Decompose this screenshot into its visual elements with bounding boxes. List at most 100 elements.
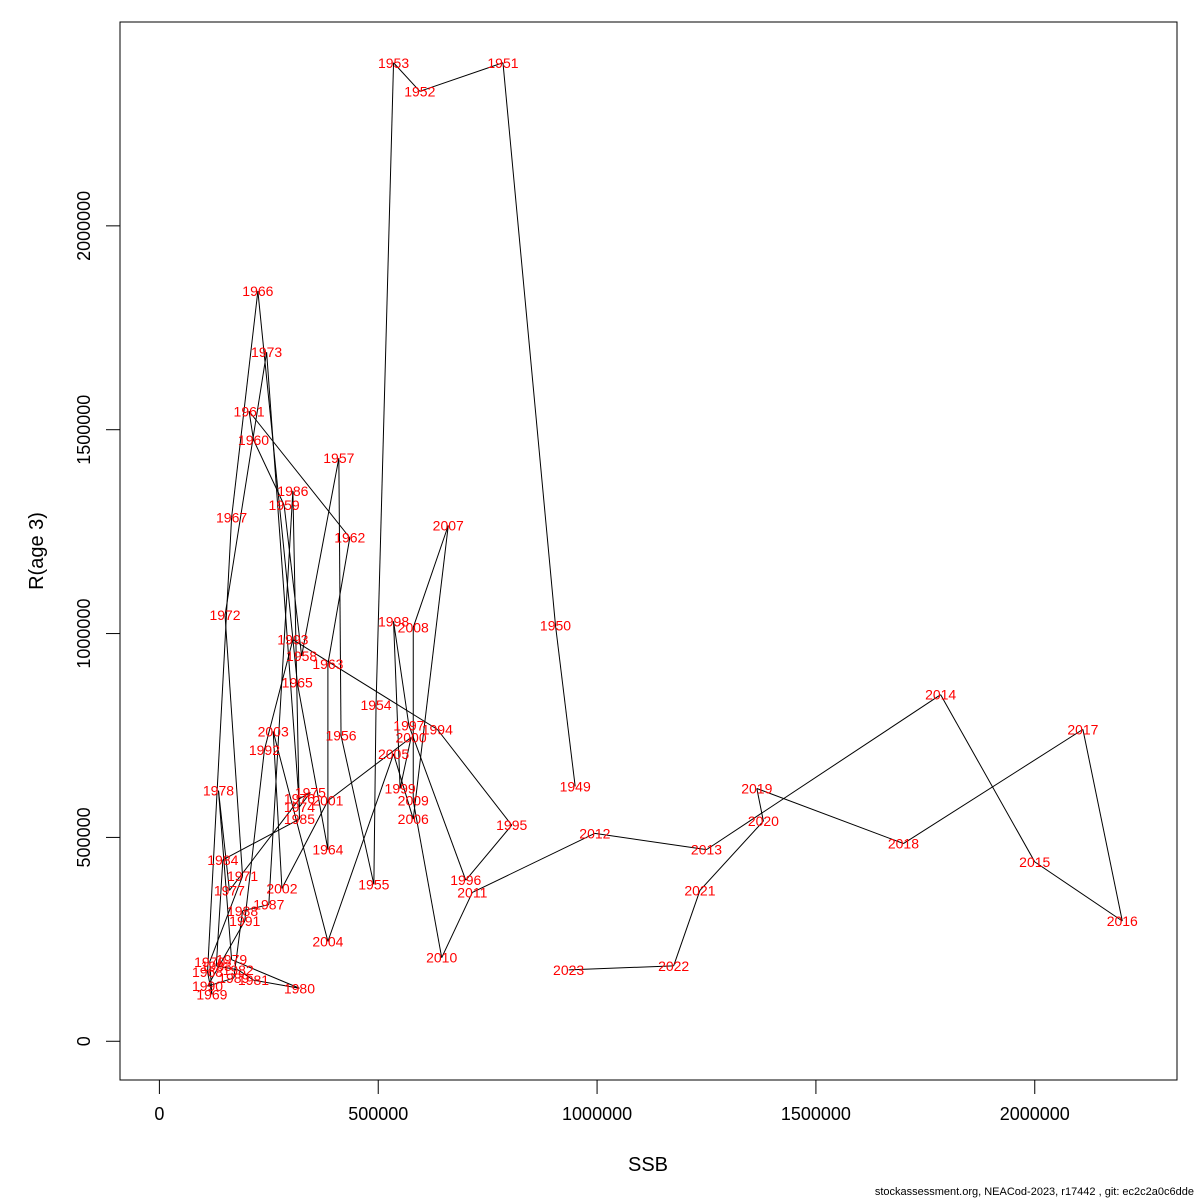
series-segment — [393, 62, 421, 92]
footer-credit: stockassessment.org, NEACod-2023, r17442… — [875, 1186, 1194, 1198]
series-segment — [217, 790, 230, 891]
point-label-1977: 1977 — [214, 882, 245, 898]
point-label-1978: 1978 — [203, 783, 234, 799]
point-label-1967: 1967 — [216, 509, 247, 525]
series-segment — [253, 979, 300, 989]
point-label-1957: 1957 — [323, 450, 354, 466]
point-label-1987: 1987 — [253, 897, 284, 913]
series-segment — [248, 411, 254, 440]
series-segment — [903, 728, 1084, 844]
point-label-1982: 1982 — [223, 962, 254, 978]
point-labels: 1949 1950 1951 1952 1953 1954 1955 1956 1957 1958… — [192, 55, 1138, 1003]
x-tick-label: 2000000 — [1000, 1104, 1070, 1124]
point-label-1971: 1971 — [227, 868, 258, 884]
series-segment — [327, 737, 412, 802]
point-label-1986: 1986 — [277, 483, 308, 499]
point-label-1966: 1966 — [242, 283, 273, 299]
series-segment — [393, 621, 401, 789]
y-tick-label: 0 — [74, 1036, 94, 1046]
point-label-1992: 1992 — [249, 742, 280, 758]
point-label-2002: 2002 — [266, 880, 297, 896]
series-segment — [268, 490, 294, 905]
x-axis-title: SSB — [628, 1154, 668, 1176]
series-segment — [272, 731, 283, 889]
point-label-1999: 1999 — [385, 780, 416, 796]
series-segment — [272, 731, 329, 942]
point-label-1989: 1989 — [218, 970, 249, 986]
series-segment — [419, 62, 504, 92]
series-segment — [229, 798, 300, 891]
series-segment — [472, 832, 596, 893]
point-label-2009: 2009 — [398, 793, 429, 809]
point-label-1974: 1974 — [284, 799, 315, 815]
series-segment — [207, 920, 246, 987]
series-segment — [301, 458, 340, 657]
point-label-2017: 2017 — [1067, 721, 1098, 737]
series-segment — [215, 859, 224, 966]
series-segment — [283, 505, 303, 657]
series-segment — [263, 639, 294, 750]
y-tick-label: 2000000 — [74, 191, 94, 261]
point-label-2008: 2008 — [398, 619, 429, 635]
point-label-1993: 1993 — [277, 632, 308, 648]
point-label-2018: 2018 — [888, 836, 919, 852]
series-segment — [233, 910, 244, 979]
point-label-2014: 2014 — [925, 687, 956, 703]
point-label-1998: 1998 — [378, 613, 409, 629]
series-segment — [756, 788, 764, 822]
series-segment — [436, 729, 513, 826]
series-segment — [1082, 729, 1123, 922]
point-label-1988: 1988 — [227, 903, 258, 919]
point-label-1983: 1983 — [201, 958, 232, 974]
point-label-1984: 1984 — [207, 852, 238, 868]
point-label-1990: 1990 — [192, 978, 223, 994]
series-segment — [375, 62, 395, 705]
point-label-1996: 1996 — [450, 872, 481, 888]
point-label-2013: 2013 — [691, 842, 722, 858]
y-tick-label: 1000000 — [74, 599, 94, 669]
point-label-1968: 1968 — [192, 964, 223, 980]
point-label-2012: 2012 — [579, 825, 610, 841]
point-label-2000: 2000 — [395, 730, 426, 746]
point-label-1980: 1980 — [284, 980, 315, 996]
series-segment — [673, 890, 701, 967]
x-axis: 0 500000 1000000 1500000 2000000 — [154, 1079, 1070, 1124]
series-segment — [756, 788, 904, 844]
point-label-2005: 2005 — [378, 746, 409, 762]
series-segment — [408, 725, 467, 881]
series-segment — [224, 615, 244, 877]
series-segment — [441, 892, 473, 958]
x-tick-label: 0 — [154, 1104, 164, 1124]
point-label-1991: 1991 — [229, 913, 260, 929]
point-label-2022: 2022 — [658, 958, 689, 974]
point-label-1981: 1981 — [238, 972, 269, 988]
series-segment — [242, 904, 269, 912]
series-segment — [231, 959, 300, 989]
point-label-2021: 2021 — [684, 882, 715, 898]
series-segment — [281, 800, 329, 889]
point-label-1975: 1975 — [295, 785, 326, 801]
series-segment — [222, 818, 300, 861]
series-segment — [327, 537, 351, 665]
point-label-1995: 1995 — [496, 817, 527, 833]
series-segment — [292, 490, 300, 820]
point-label-1965: 1965 — [282, 674, 313, 690]
series-segment — [224, 352, 268, 616]
series-segment — [594, 832, 707, 851]
series-segment — [244, 749, 265, 922]
point-label-2019: 2019 — [741, 780, 772, 796]
x-tick-label: 1000000 — [562, 1104, 632, 1124]
series-segment — [373, 704, 377, 885]
y-tick-label: 1500000 — [74, 395, 94, 465]
point-label-1969: 1969 — [196, 986, 227, 1002]
point-label-1979: 1979 — [216, 952, 247, 968]
point-label-1960: 1960 — [238, 432, 269, 448]
series-segment — [237, 969, 254, 981]
point-label-2010: 2010 — [426, 950, 457, 966]
point-label-2001: 2001 — [312, 793, 343, 809]
series-segment — [299, 792, 311, 808]
point-label-1964: 1964 — [312, 842, 343, 858]
series-segment — [327, 753, 395, 942]
point-label-1953: 1953 — [378, 55, 409, 71]
